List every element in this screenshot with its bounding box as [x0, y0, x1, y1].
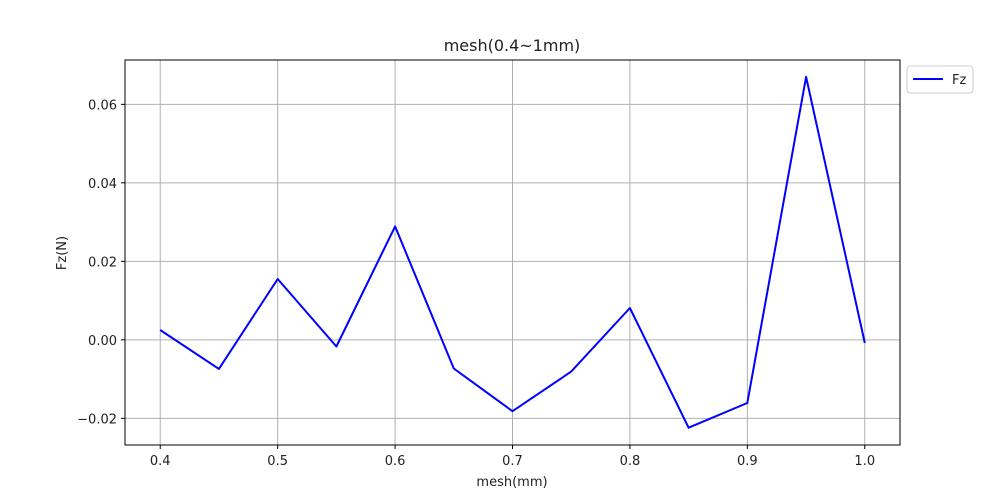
x-axis-label: mesh(mm) — [476, 475, 547, 490]
series-layer — [159, 75, 866, 429]
y-tick-label: −0.02 — [77, 412, 117, 427]
plot-frame — [124, 59, 901, 446]
x-tick-label: 0.4 — [150, 454, 171, 469]
x-tick-label: 0.8 — [620, 454, 641, 469]
x-tick-label: 1.0 — [854, 454, 875, 469]
y-axis-ticks: −0.02 0.00 0.02 0.04 0.06 — [77, 98, 125, 427]
grid-lines — [125, 60, 900, 445]
y-tick-label: 0.06 — [88, 98, 117, 113]
legend-label-fz: Fz — [952, 73, 966, 88]
chart-title: mesh(0.4~1mm) — [444, 36, 581, 55]
x-tick-label: 0.5 — [267, 454, 288, 469]
y-tick-label: 0.02 — [88, 255, 117, 270]
y-axis-label: Fz(N) — [55, 236, 70, 270]
y-tick-label: 0.00 — [88, 334, 117, 349]
y-tick-label: 0.04 — [88, 177, 117, 192]
x-tick-label: 0.6 — [385, 454, 406, 469]
x-axis-ticks: 0.4 0.5 0.6 0.7 0.8 0.9 1.0 — [150, 445, 875, 469]
x-tick-label: 0.9 — [737, 454, 758, 469]
series-line-fz — [159, 75, 866, 429]
x-tick-label: 0.7 — [502, 454, 523, 469]
legend: Fz — [906, 65, 974, 94]
